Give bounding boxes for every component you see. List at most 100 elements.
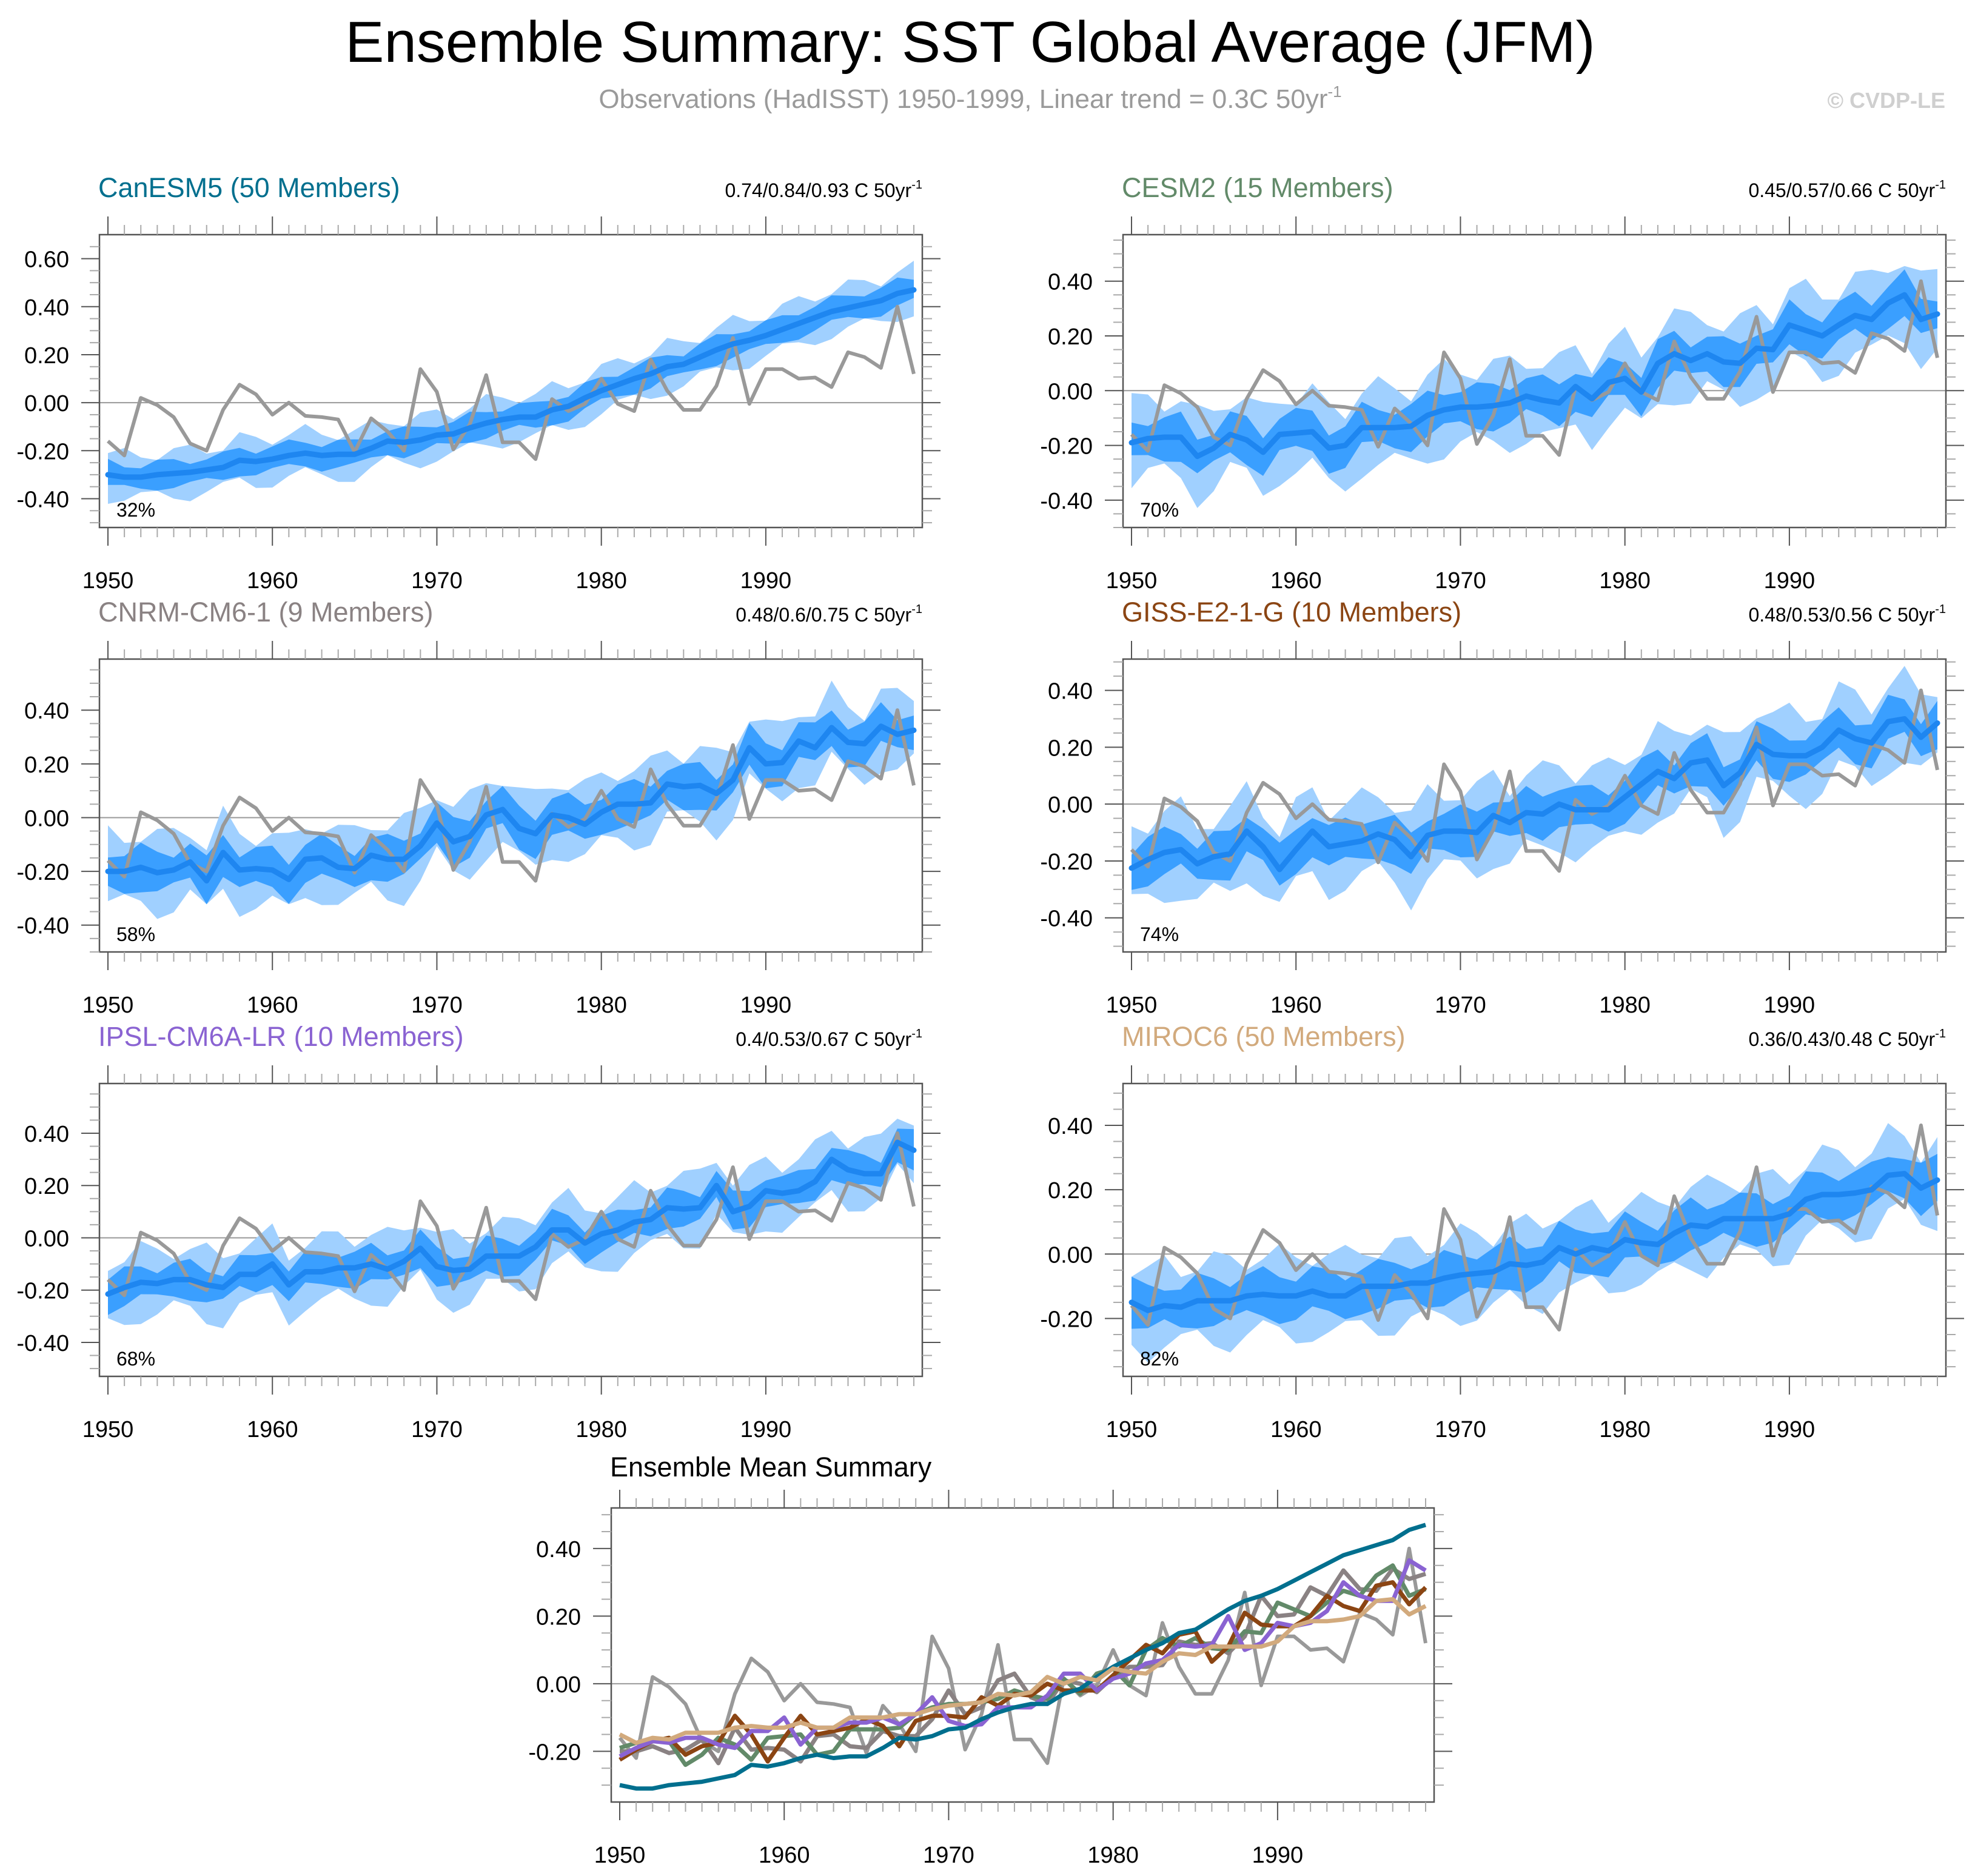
y-tick-label: 0.00 [1048, 1242, 1093, 1268]
observations-line [1130, 279, 1939, 457]
x-tick-label: 1960 [1270, 993, 1322, 1018]
panel-title: CESM2 (15 Members) [1122, 172, 1393, 203]
x-tick-label: 1970 [411, 993, 463, 1018]
plot-area [1123, 1123, 1946, 1363]
plot-frame [1122, 1082, 1947, 1378]
trend-superscript: -1 [911, 603, 922, 616]
x-tick-label: 1960 [247, 993, 298, 1018]
spread-band-inner [108, 277, 914, 491]
y-tick-label: -0.40 [16, 487, 69, 512]
trend-superscript: -1 [911, 178, 922, 192]
x-tick-label: 1980 [575, 1417, 627, 1442]
chart-panel-giss-e2-1-g: GISS-E2-1-G (10 Members) 0.48/0.53/0.56 C… [1040, 597, 1964, 1018]
y-tick-label: -0.20 [16, 439, 69, 464]
x-tick-label: 1970 [1435, 568, 1486, 594]
y-tick-label: 0.00 [1048, 792, 1093, 818]
y-tick-label: 0.20 [1048, 735, 1093, 761]
y-tick-label: -0.20 [16, 1279, 69, 1304]
x-tick-label: 1960 [1270, 1417, 1322, 1442]
chart-panel-ipsl-cm6a-lr: IPSL-CM6A-LR (10 Members) 0.4/0.53/0.67 C… [16, 1021, 941, 1442]
copyright-label: © CVDP-LE [1827, 88, 1945, 113]
trend-label: 0.4/0.53/0.67 C 50yr-1 [736, 1027, 922, 1050]
y-tick-label: 0.20 [24, 1174, 69, 1199]
y-tick-label: 0.40 [1048, 679, 1093, 705]
x-tick-label: 1950 [1106, 568, 1158, 594]
y-tick-label: -0.20 [16, 860, 69, 885]
y-tick-label: -0.20 [1040, 434, 1093, 460]
percent-label: 68% [116, 1348, 155, 1370]
y-tick-label: 0.20 [536, 1604, 581, 1630]
plot-frame [98, 233, 924, 529]
chart-panel-cesm2: CESM2 (15 Members) 0.45/0.57/0.66 C 50yr-… [1040, 172, 1964, 594]
x-tick-label: 1990 [1764, 568, 1816, 594]
trend-label: 0.48/0.53/0.56 C 50yr-1 [1748, 603, 1946, 626]
y-tick-label: -0.40 [1040, 906, 1093, 932]
x-tick-label: 1970 [1435, 1417, 1486, 1442]
chart-panel-summary: Ensemble Mean Summary 1950 1960 1970 1980 199… [528, 1452, 1452, 1868]
trend-superscript: -1 [1935, 603, 1946, 616]
spread-band-inner [1132, 694, 1937, 890]
trend-superscript: -1 [1935, 178, 1946, 192]
plot-area [1123, 666, 1946, 911]
y-tick-label: 0.20 [1048, 324, 1093, 350]
trend-text: 0.48/0.53/0.56 C 50yr [1748, 604, 1935, 626]
series-line-cnrm-cm6-1 [620, 1566, 1427, 1766]
trend-label: 0.36/0.43/0.48 C 50yr-1 [1748, 1027, 1946, 1050]
x-tick-label: 1980 [1599, 568, 1651, 594]
y-tick-label: 0.40 [536, 1537, 581, 1563]
y-tick-label: 0.20 [24, 343, 69, 369]
x-tick-label: 1960 [1270, 568, 1322, 594]
trend-label: 0.74/0.84/0.93 C 50yr-1 [725, 178, 922, 201]
subtitle-text: Observations (HadISST) 1950-1999, Linear… [599, 84, 1327, 114]
y-tick-label: 0.00 [536, 1672, 581, 1698]
y-tick-label: 0.00 [24, 391, 69, 417]
percent-label: 70% [1140, 499, 1179, 521]
x-tick-label: 1950 [594, 1843, 646, 1868]
x-tick-label: 1960 [247, 568, 298, 594]
y-tick-label: 0.40 [1048, 1114, 1093, 1139]
x-tick-label: 1990 [740, 568, 792, 594]
observations-line [107, 304, 916, 461]
panels: CanESM5 (50 Members) 0.74/0.84/0.93 C 50y… [16, 172, 1964, 1868]
ensemble-mean-line [105, 287, 917, 480]
x-tick-label: 1980 [1087, 1843, 1139, 1868]
observations-line [1130, 688, 1939, 873]
y-tick-label: -0.40 [16, 1331, 69, 1356]
percent-label: 74% [1140, 923, 1179, 945]
observations-line [1130, 1124, 1939, 1332]
trend-label: 0.45/0.57/0.66 C 50yr-1 [1748, 178, 1946, 201]
x-tick-label: 1950 [82, 993, 134, 1018]
x-tick-label: 1990 [740, 1417, 792, 1442]
trend-superscript: -1 [1935, 1027, 1946, 1040]
plot-area [99, 261, 922, 504]
y-tick-label: -0.20 [1040, 1307, 1093, 1332]
plot-area [611, 1523, 1434, 1791]
spread-band-outer [108, 261, 914, 504]
figure-title: Ensemble Summary: SST Global Average (JF… [345, 10, 1595, 75]
x-tick-label: 1990 [740, 993, 792, 1018]
series-line-canesm5 [619, 1523, 1427, 1791]
plot-area [99, 1119, 922, 1328]
x-tick-label: 1980 [575, 993, 627, 1018]
y-tick-label: 0.40 [24, 1122, 69, 1147]
x-tick-label: 1980 [575, 568, 627, 594]
y-tick-label: 0.60 [24, 247, 69, 273]
y-tick-label: 0.00 [24, 1226, 69, 1251]
spread-band-outer [108, 1119, 914, 1328]
percent-label: 58% [116, 923, 155, 945]
ensemble-mean-line [105, 723, 917, 884]
spread-band-inner [108, 702, 914, 905]
x-tick-label: 1990 [1252, 1843, 1304, 1868]
percent-label: 82% [1140, 1348, 1179, 1370]
spread-band-inner [1132, 1154, 1937, 1329]
plot-frame [1122, 233, 1947, 529]
x-tick-label: 1950 [82, 1417, 134, 1442]
plot-frame [1122, 658, 1947, 953]
trend-superscript: -1 [911, 1027, 922, 1040]
spread-band-outer [1132, 1123, 1937, 1363]
y-tick-label: 0.40 [24, 295, 69, 321]
plot-frame [610, 1507, 1435, 1803]
trend-text: 0.45/0.57/0.66 C 50yr [1748, 179, 1935, 201]
x-tick-label: 1970 [411, 568, 463, 594]
